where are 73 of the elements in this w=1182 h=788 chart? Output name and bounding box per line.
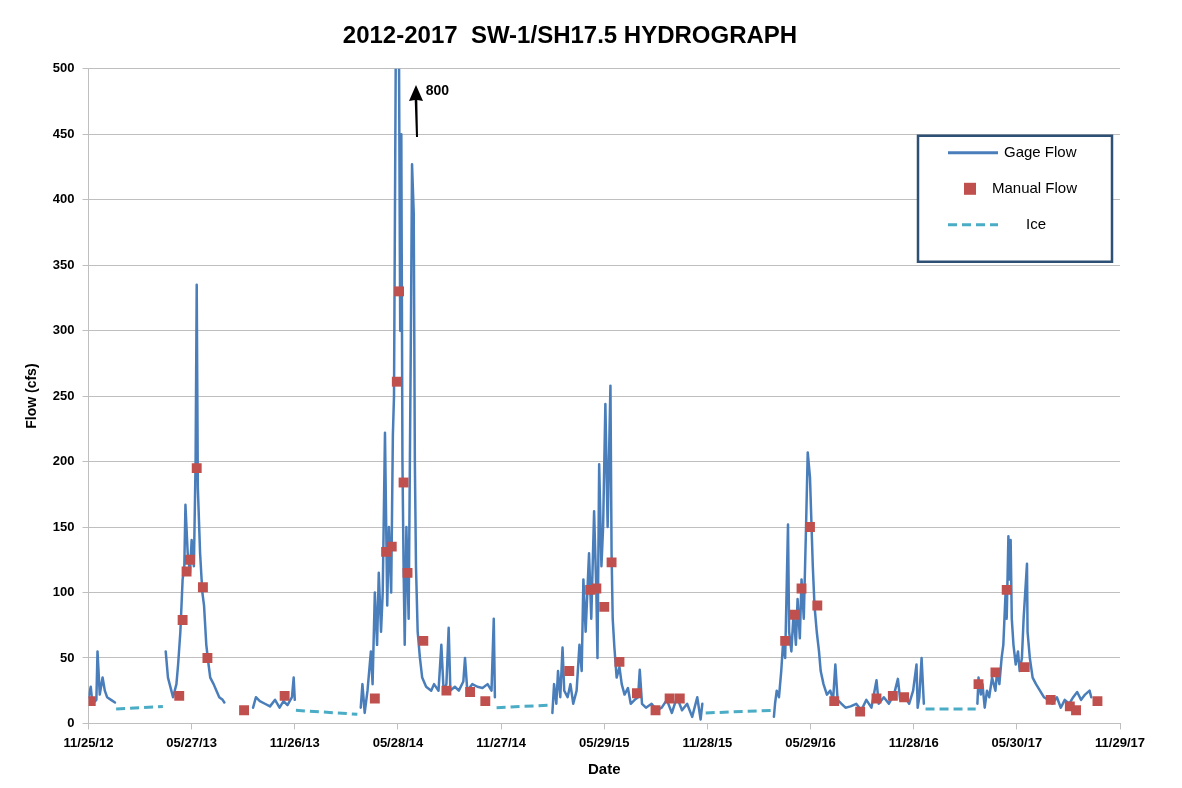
point <box>780 635 791 646</box>
point <box>650 705 661 716</box>
point <box>480 696 491 707</box>
x-tick-label: 05/28/14 <box>372 734 425 750</box>
y-tick-label: 350 <box>52 256 75 272</box>
point <box>614 656 625 667</box>
point <box>398 477 409 488</box>
annotation: 800 <box>425 81 450 98</box>
point <box>1019 662 1030 673</box>
point <box>674 693 685 704</box>
x-tick-label: 11/27/14 <box>476 734 527 750</box>
point <box>599 601 610 612</box>
y-tick-label: 250 <box>52 387 75 403</box>
x-tick-label: 05/29/15 <box>578 734 630 750</box>
point <box>465 687 476 697</box>
point <box>1045 694 1056 705</box>
point <box>789 609 800 620</box>
point <box>174 690 185 701</box>
point <box>606 557 617 568</box>
point <box>990 667 1001 678</box>
legend-label: Manual Flow <box>992 178 1078 196</box>
y-tick-label: 500 <box>52 60 75 76</box>
x-tick-label: 11/26/13 <box>269 734 320 750</box>
point <box>185 554 195 565</box>
x-tick-label: 05/30/17 <box>991 734 1043 750</box>
point <box>887 690 898 701</box>
point <box>664 693 675 704</box>
y-tick-label: 450 <box>52 125 75 141</box>
point <box>812 600 823 611</box>
point <box>386 541 397 552</box>
point <box>197 582 208 593</box>
chart-title: 2012-2017 SW-1/SH17.5 HYDROGRAPH <box>342 21 798 49</box>
point <box>805 522 815 532</box>
y-tick-label: 50 <box>60 649 75 665</box>
point <box>829 696 840 707</box>
point <box>564 666 575 676</box>
point <box>181 566 192 577</box>
point <box>855 706 866 717</box>
point <box>1092 696 1103 707</box>
point <box>177 615 188 625</box>
legend-label: Ice <box>1026 214 1047 232</box>
y-tick-label: 400 <box>52 191 75 207</box>
legend-label: Gage Flow <box>1004 142 1077 160</box>
x-tick-label: 05/27/13 <box>166 734 217 750</box>
point <box>441 685 452 696</box>
point <box>191 463 202 474</box>
x-axis-title: Date <box>587 760 621 778</box>
x-tick-label: 05/29/16 <box>785 734 836 750</box>
y-tick-label: 0 <box>67 714 75 730</box>
y-tick-label: 300 <box>52 322 75 338</box>
point <box>239 705 250 716</box>
point <box>391 376 402 387</box>
x-tick-label: 11/29/17 <box>1095 734 1145 750</box>
point <box>394 286 405 297</box>
point <box>1071 705 1081 716</box>
y-axis-title: Flow (cfs) <box>23 363 40 429</box>
point <box>973 679 984 690</box>
y-tick-label: 200 <box>52 453 75 469</box>
point <box>1001 584 1012 595</box>
x-tick-label: 11/25/12 <box>63 734 114 750</box>
x-tick-label: 11/28/15 <box>682 734 733 750</box>
point <box>202 652 213 663</box>
point <box>279 690 290 701</box>
y-tick-label: 100 <box>52 584 75 600</box>
point <box>591 583 602 594</box>
point <box>796 583 807 594</box>
point <box>631 688 642 699</box>
point <box>402 567 413 578</box>
point <box>899 692 910 703</box>
point <box>418 635 429 646</box>
point <box>369 693 380 704</box>
x-tick-label: 11/28/16 <box>888 734 939 750</box>
y-tick-label: 150 <box>52 518 75 534</box>
